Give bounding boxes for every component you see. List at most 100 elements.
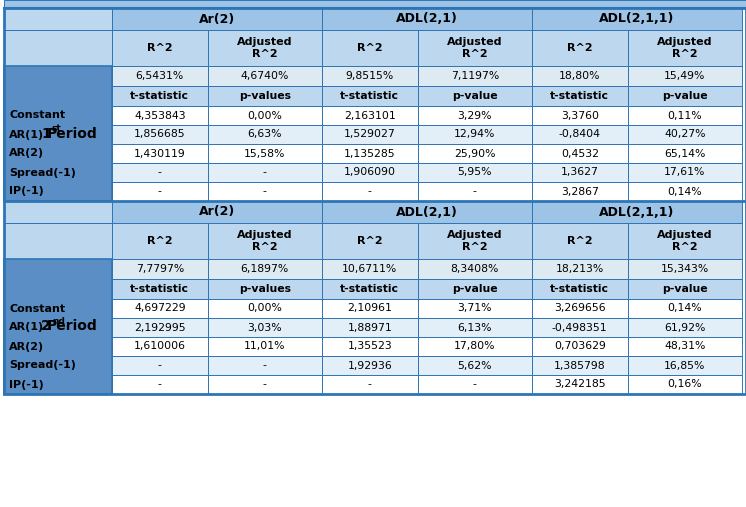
Text: 12,94%: 12,94% xyxy=(454,129,495,139)
Text: 3,2867: 3,2867 xyxy=(561,187,599,197)
Text: ADL(2,1,1): ADL(2,1,1) xyxy=(599,205,674,219)
Bar xyxy=(4,8,746,394)
Bar xyxy=(532,125,627,144)
Text: t-statistic: t-statistic xyxy=(131,284,189,294)
Text: 40,27%: 40,27% xyxy=(664,129,706,139)
Text: R^2: R^2 xyxy=(357,236,383,246)
Bar xyxy=(418,144,532,163)
Text: 15,49%: 15,49% xyxy=(664,71,706,81)
Bar xyxy=(112,144,207,163)
Bar xyxy=(207,279,322,299)
Bar xyxy=(322,259,418,279)
Text: Period: Period xyxy=(46,127,98,140)
Bar xyxy=(4,182,112,201)
Bar xyxy=(207,30,322,66)
Bar xyxy=(532,223,627,259)
Bar xyxy=(112,279,207,299)
Text: AR(2): AR(2) xyxy=(9,342,44,351)
Bar xyxy=(4,0,746,8)
Text: ADL(2,1): ADL(2,1) xyxy=(396,205,458,219)
Text: 3,242185: 3,242185 xyxy=(554,380,606,389)
Text: 65,14%: 65,14% xyxy=(664,149,706,159)
Bar xyxy=(627,356,742,375)
Bar xyxy=(4,299,112,318)
Text: t-statistic: t-statistic xyxy=(131,91,189,101)
Text: 1,906090: 1,906090 xyxy=(344,167,396,177)
Bar xyxy=(4,106,112,125)
Bar xyxy=(532,182,627,201)
Text: 18,80%: 18,80% xyxy=(559,71,601,81)
Bar xyxy=(418,279,532,299)
Bar xyxy=(418,66,532,86)
Text: Constant: Constant xyxy=(9,304,65,313)
Text: -: - xyxy=(263,380,267,389)
Bar xyxy=(418,182,532,201)
Bar xyxy=(322,66,418,86)
Text: -0,498351: -0,498351 xyxy=(552,322,607,333)
Text: -: - xyxy=(473,380,477,389)
Bar xyxy=(627,163,742,182)
Bar xyxy=(4,144,112,163)
Text: 1,3627: 1,3627 xyxy=(561,167,599,177)
Bar xyxy=(207,66,322,86)
Bar xyxy=(112,30,207,66)
Text: 0,00%: 0,00% xyxy=(248,111,282,121)
Text: t-statistic: t-statistic xyxy=(551,284,609,294)
Text: 4,697229: 4,697229 xyxy=(134,304,186,313)
Text: 10,6711%: 10,6711% xyxy=(342,264,398,274)
Text: 15,343%: 15,343% xyxy=(661,264,709,274)
Text: 1: 1 xyxy=(41,127,51,140)
Bar xyxy=(418,375,532,394)
Bar xyxy=(418,337,532,356)
Text: p-value: p-value xyxy=(452,284,498,294)
Bar xyxy=(418,356,532,375)
Bar xyxy=(322,182,418,201)
Bar xyxy=(4,86,112,106)
Text: Adjusted
R^2: Adjusted R^2 xyxy=(657,37,712,59)
Text: Constant: Constant xyxy=(9,111,65,121)
Text: 0,14%: 0,14% xyxy=(668,187,702,197)
Bar xyxy=(532,8,742,30)
Bar xyxy=(418,259,532,279)
Bar xyxy=(112,106,207,125)
Bar xyxy=(627,182,742,201)
Text: 16,85%: 16,85% xyxy=(664,360,706,371)
Text: 17,80%: 17,80% xyxy=(454,342,495,351)
Text: t-statistic: t-statistic xyxy=(340,91,399,101)
Text: Adjusted
R^2: Adjusted R^2 xyxy=(657,230,712,252)
Bar xyxy=(4,318,112,337)
Bar xyxy=(322,144,418,163)
Bar xyxy=(207,318,322,337)
Text: 48,31%: 48,31% xyxy=(664,342,706,351)
Text: -: - xyxy=(158,187,162,197)
Text: R^2: R^2 xyxy=(567,236,592,246)
Text: 61,92%: 61,92% xyxy=(664,322,706,333)
Text: IP(-1): IP(-1) xyxy=(9,187,44,197)
Bar xyxy=(207,106,322,125)
Bar xyxy=(532,106,627,125)
Bar xyxy=(112,86,207,106)
Text: 6,5431%: 6,5431% xyxy=(136,71,184,81)
Bar xyxy=(322,201,532,223)
Text: 1,35523: 1,35523 xyxy=(348,342,392,351)
Text: 3,03%: 3,03% xyxy=(248,322,282,333)
Text: 17,61%: 17,61% xyxy=(664,167,706,177)
Bar xyxy=(627,223,742,259)
Text: AR(2): AR(2) xyxy=(9,149,44,159)
Bar xyxy=(627,86,742,106)
Bar xyxy=(418,318,532,337)
Text: 8,3408%: 8,3408% xyxy=(451,264,499,274)
Text: 1,92936: 1,92936 xyxy=(348,360,392,371)
Text: 3,3760: 3,3760 xyxy=(561,111,599,121)
Bar xyxy=(112,66,207,86)
Bar xyxy=(532,66,627,86)
Text: 0,16%: 0,16% xyxy=(668,380,702,389)
Text: p-values: p-values xyxy=(239,91,291,101)
Bar xyxy=(322,223,418,259)
Bar xyxy=(112,356,207,375)
Bar xyxy=(112,201,322,223)
Bar xyxy=(627,279,742,299)
Bar xyxy=(418,299,532,318)
Bar xyxy=(322,8,532,30)
Text: ADL(2,1): ADL(2,1) xyxy=(396,13,458,25)
